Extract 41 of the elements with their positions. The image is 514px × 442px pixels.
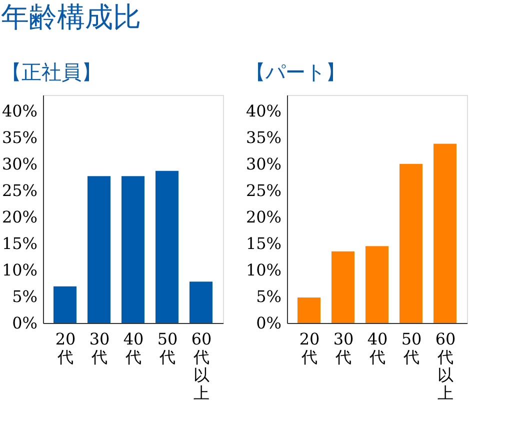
x-tick-label: 50代 (157, 330, 178, 366)
bar (88, 176, 110, 323)
x-tick-label: 30代 (89, 330, 110, 366)
chart-subtitle: 【正社員】 (1, 60, 102, 84)
y-tick-label: 35% (2, 128, 38, 147)
y-tick-label: 25% (246, 180, 282, 200)
y-tick-label: 35% (246, 128, 282, 147)
y-tick-label: 15% (2, 234, 38, 253)
bar (156, 170, 178, 323)
bar (190, 282, 212, 323)
x-tick-label: 30代 (333, 330, 354, 366)
x-tick-label: 20代 (299, 330, 320, 366)
y-tick-label: 0% (256, 314, 282, 332)
y-tick-label: 10% (246, 260, 282, 280)
bar (400, 164, 422, 323)
chart-title: 年齢構成比 (0, 0, 141, 34)
x-tick-label: 60代以上 (191, 330, 212, 402)
y-tick-label: 30% (2, 154, 38, 174)
bar (434, 144, 456, 323)
bar (122, 176, 144, 323)
bar (298, 298, 320, 323)
y-tick-label: 10% (2, 260, 38, 280)
y-tick-label: 0% (12, 314, 38, 332)
y-tick-label: 40% (246, 101, 282, 120)
x-tick-label: 20代 (55, 330, 76, 366)
x-tick-label: 60代以上 (435, 330, 456, 402)
y-tick-label: 30% (246, 154, 282, 174)
x-tick-label: 40代 (367, 330, 388, 366)
y-tick-label: 5% (12, 286, 38, 306)
bar (332, 251, 354, 323)
y-tick-label: 15% (246, 234, 282, 253)
x-tick-label: 40代 (123, 330, 144, 366)
y-tick-label: 40% (2, 101, 38, 120)
chart-subtitle: 【パート】 (245, 60, 346, 84)
y-tick-label: 20% (2, 207, 38, 226)
y-tick-label: 20% (246, 207, 282, 226)
y-tick-label: 25% (2, 180, 38, 200)
bar (366, 246, 388, 323)
y-tick-label: 5% (256, 286, 282, 306)
x-tick-label: 50代 (401, 330, 422, 366)
bar (54, 286, 76, 323)
